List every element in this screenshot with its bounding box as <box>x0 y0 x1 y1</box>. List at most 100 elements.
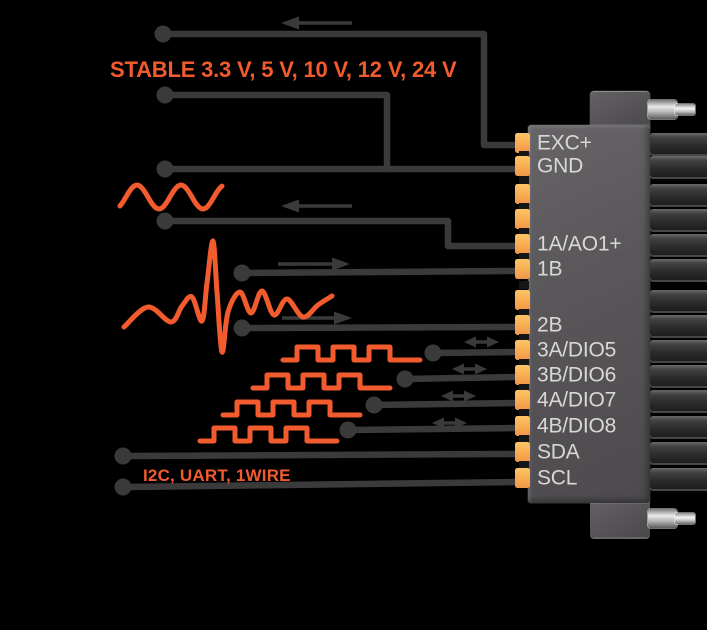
wire-4b-dio8 <box>344 424 520 434</box>
pin-slot-notch <box>519 252 529 261</box>
pin-slot-notch <box>519 358 529 367</box>
screw-pin-3a-dio5 <box>515 340 530 360</box>
wire-terminal-sda <box>650 441 707 463</box>
wire-scl <box>119 478 520 491</box>
wire-1a-ao1-dot <box>156 212 174 230</box>
wire-terminal-nc-3 <box>650 183 707 205</box>
arrow-2b-out-head-icon <box>334 311 352 325</box>
stable-voltages-label: STABLE 3.3 V, 5 V, 10 V, 12 V, 24 V <box>110 57 457 82</box>
wire-terminal-exc+ <box>650 132 707 154</box>
pin-label-1a-ao1+: 1A/AO1+ <box>537 232 622 256</box>
wire-3b-dio6-dot <box>396 370 414 388</box>
pin-label-4b-dio8: 4B/DIO8 <box>537 414 617 438</box>
wire-terminal-3b-dio6 <box>650 364 707 386</box>
arrow-3a-bidi-head-icon <box>487 336 499 348</box>
screw-pin-exc+ <box>515 133 530 153</box>
wire-terminal-gnd <box>650 155 707 177</box>
pin-label-sda: SDA <box>537 440 580 464</box>
screw-pin-nc-3 <box>515 184 530 204</box>
pin-label-1b: 1B <box>537 257 563 281</box>
arrow-4a-bidi-head-icon <box>464 390 476 402</box>
screw-pin-1b <box>515 259 530 279</box>
pin-slot-notch <box>519 383 529 392</box>
arrow-3b-bidi-head-icon <box>475 363 487 375</box>
pin-slot-notch <box>519 176 529 184</box>
pin-slot-notch <box>519 150 529 159</box>
screw-pin-3b-dio6 <box>515 365 530 385</box>
arrow-4b-bidi-head-icon <box>432 417 444 429</box>
screw-pin-scl <box>515 468 530 488</box>
pin-slot-notch <box>519 227 529 236</box>
square-wave-3b <box>250 372 393 391</box>
screw-pin-4a-dio7 <box>515 390 530 410</box>
wire-terminal-nc-4 <box>650 208 707 230</box>
arrow-3b-bidi-head-icon <box>452 363 464 375</box>
pin-label-3a-dio5: 3A/DIO5 <box>537 338 617 362</box>
wire-terminal-4b-dio8 <box>650 415 707 437</box>
guide-pin-top-tip <box>675 104 695 115</box>
connector-body <box>528 125 650 503</box>
wire-2b <box>238 323 520 332</box>
wire-sda-dot <box>114 447 132 465</box>
wire-terminal-scl <box>650 467 707 489</box>
screw-pin-4b-dio8 <box>515 416 530 436</box>
pin-label-exc+: EXC+ <box>537 131 592 155</box>
wire-1b-dot <box>233 264 251 282</box>
wire-3a-dio5 <box>429 348 520 357</box>
wire-3a-dio5-dot <box>424 344 442 362</box>
guide-pin-top <box>648 100 677 119</box>
pin-label-3b-dio6: 3B/DIO6 <box>537 363 617 387</box>
wavelet-wave <box>121 238 335 355</box>
sine-wave <box>117 182 225 212</box>
wire-exc <box>159 30 520 149</box>
screw-pin-1a-ao1+ <box>515 234 530 254</box>
screw-pin-nc-4 <box>515 209 530 229</box>
connector-bottom-tab <box>590 501 650 537</box>
connector-top-tab <box>590 91 650 128</box>
wire-gnd-dot <box>156 160 174 178</box>
pin-slot-notch <box>519 280 529 289</box>
pin-slot-notch <box>519 333 529 342</box>
wire-4b-dio8-dot <box>339 421 357 439</box>
arrow-exc-in-head-icon <box>281 16 299 30</box>
pin-slot-notch <box>519 461 529 469</box>
wire-4a-dio7 <box>370 399 520 409</box>
arrow-gnd-in-head-icon <box>281 199 299 213</box>
pin-slot-notch <box>519 409 529 417</box>
screw-pin-sda <box>515 442 530 462</box>
pin-label-gnd: GND <box>537 154 584 178</box>
pin-label-4a-dio7: 4A/DIO7 <box>537 388 617 412</box>
square-wave-4b <box>197 425 340 444</box>
guide-pin-bottom <box>648 509 677 528</box>
wire-exc-dot <box>154 25 172 43</box>
pin-slot-notch <box>519 308 529 317</box>
arrow-3a-bidi-head-icon <box>464 336 476 348</box>
wire-2b-dot <box>233 319 251 337</box>
wire-terminal-1a-ao1+ <box>650 233 707 255</box>
wire-scl-dot <box>114 478 132 496</box>
square-wave-4a <box>220 399 363 418</box>
pin-label-2b: 2B <box>537 313 563 337</box>
wire-4a-dio7-dot <box>365 396 383 414</box>
wire-terminal-4a-dio7 <box>650 389 707 411</box>
screw-pin-gnd <box>515 156 530 176</box>
wire-terminal-3a-dio5 <box>650 339 707 361</box>
arrow-4a-bidi-head-icon <box>441 390 453 402</box>
wire-3b-dio6 <box>401 373 520 383</box>
wire-gnd-upper-dot <box>156 86 174 104</box>
wire-sda <box>119 450 520 460</box>
guide-pin-bottom-tip <box>675 513 695 524</box>
screw-pin-2b <box>515 315 530 335</box>
wire-terminal-1b <box>650 258 707 280</box>
wire-gnd-upper <box>161 91 391 173</box>
screw-pin-nc-7 <box>515 290 530 310</box>
pin-label-scl: SCL <box>537 466 578 490</box>
arrow-4b-bidi-head-icon <box>455 417 467 429</box>
arrow-1b-out-head-icon <box>332 257 350 271</box>
pin-slot-notch <box>519 435 529 443</box>
protocols-label: I2C, UART, 1WIRE <box>143 466 291 485</box>
wire-terminal-nc-7 <box>650 289 707 311</box>
wire-terminal-2b <box>650 314 707 336</box>
